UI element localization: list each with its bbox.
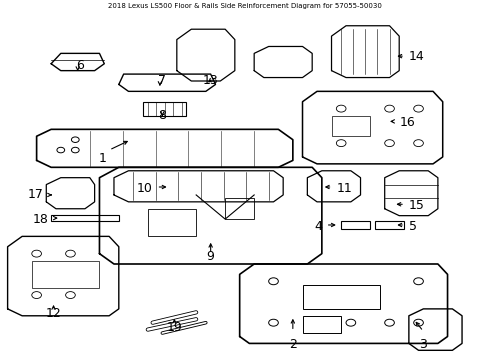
Text: 19: 19 bbox=[166, 321, 182, 334]
Text: 14: 14 bbox=[408, 50, 424, 63]
Title: 2018 Lexus LS500 Floor & Rails Side Reinforcement Diagram for 57055-50030: 2018 Lexus LS500 Floor & Rails Side Rein… bbox=[107, 3, 381, 9]
FancyBboxPatch shape bbox=[51, 215, 119, 221]
FancyBboxPatch shape bbox=[302, 316, 341, 333]
Text: 6: 6 bbox=[76, 59, 84, 72]
FancyBboxPatch shape bbox=[374, 221, 403, 229]
FancyBboxPatch shape bbox=[224, 198, 254, 219]
Text: 11: 11 bbox=[336, 181, 351, 194]
Text: 15: 15 bbox=[408, 199, 424, 212]
Text: 16: 16 bbox=[398, 116, 414, 129]
Text: 13: 13 bbox=[203, 74, 218, 87]
Text: 5: 5 bbox=[408, 220, 416, 233]
FancyBboxPatch shape bbox=[341, 221, 369, 229]
Text: 9: 9 bbox=[206, 250, 214, 263]
Text: 4: 4 bbox=[313, 220, 321, 233]
FancyBboxPatch shape bbox=[142, 102, 186, 116]
Text: 17: 17 bbox=[28, 188, 44, 202]
Text: 12: 12 bbox=[45, 307, 61, 320]
FancyBboxPatch shape bbox=[32, 261, 99, 288]
Text: 8: 8 bbox=[158, 109, 166, 122]
Text: 2: 2 bbox=[288, 338, 296, 351]
Text: 1: 1 bbox=[99, 152, 106, 165]
Text: 10: 10 bbox=[137, 181, 152, 194]
Text: 3: 3 bbox=[419, 338, 427, 351]
FancyBboxPatch shape bbox=[302, 285, 379, 309]
Text: 18: 18 bbox=[33, 213, 49, 226]
Text: 7: 7 bbox=[158, 74, 166, 87]
FancyBboxPatch shape bbox=[331, 116, 369, 136]
FancyBboxPatch shape bbox=[147, 209, 196, 237]
